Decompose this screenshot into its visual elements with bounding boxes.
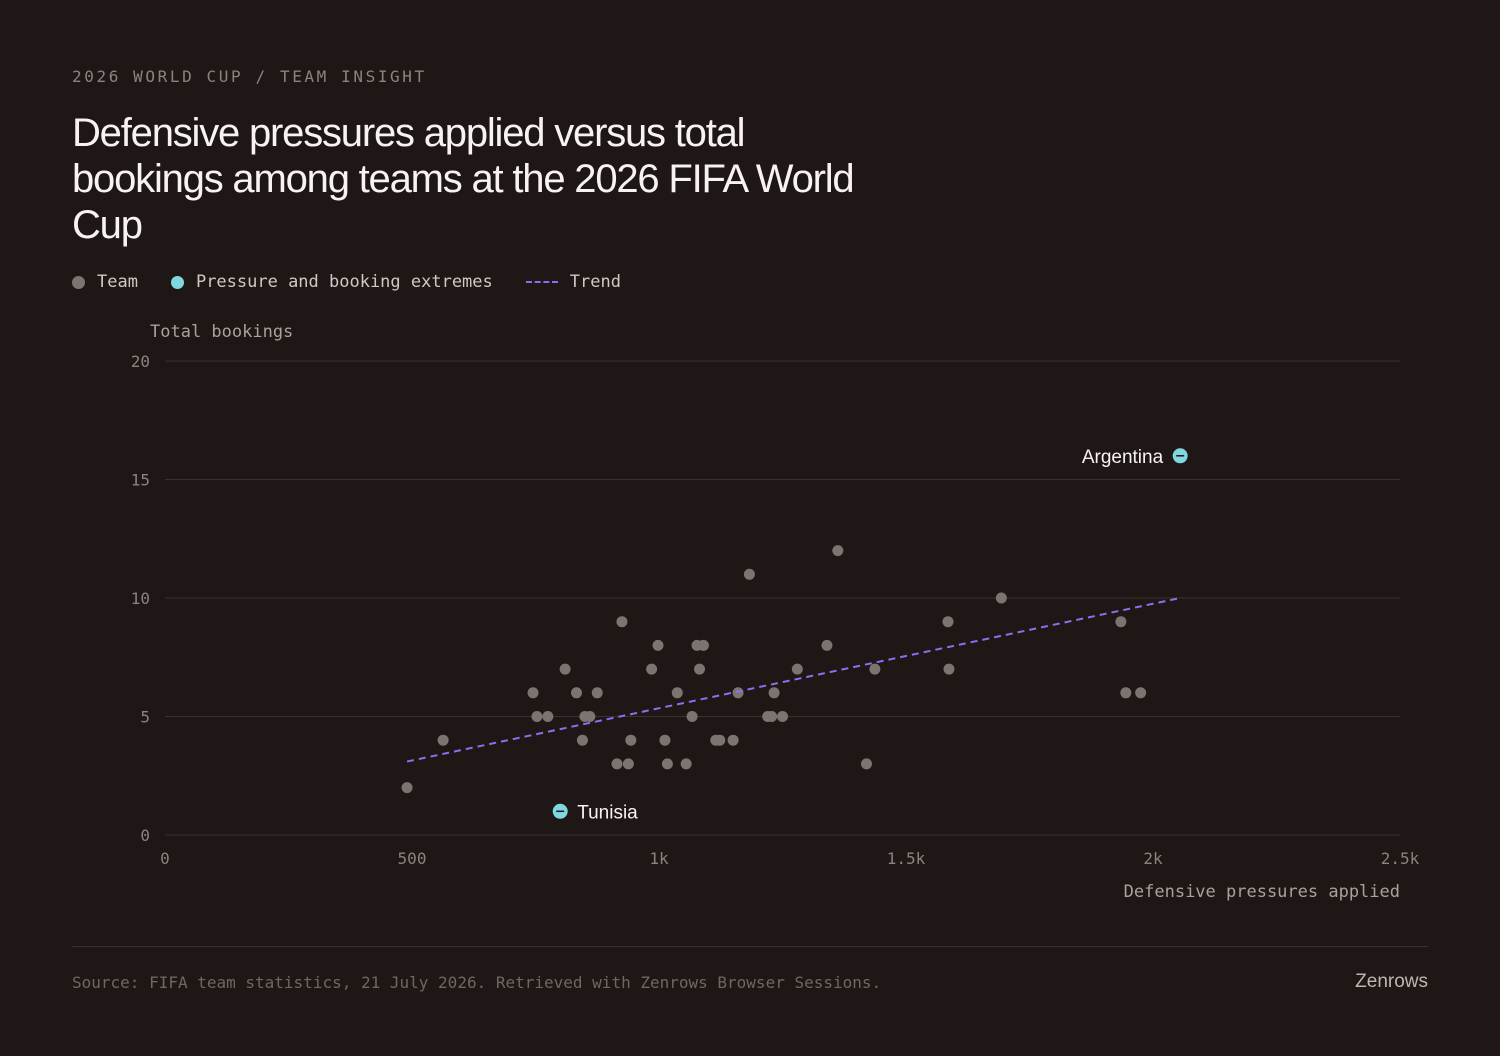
x-tick-label: 500 xyxy=(398,849,427,868)
x-tick-label: 1k xyxy=(649,849,669,868)
kicker: 2026 WORLD CUP / TEAM INSIGHT xyxy=(72,67,427,86)
team-point[interactable] xyxy=(646,663,658,675)
team-point[interactable] xyxy=(697,639,709,651)
team-point[interactable] xyxy=(860,758,872,770)
team-point[interactable] xyxy=(777,711,788,722)
team-point[interactable] xyxy=(680,758,692,770)
team-point[interactable] xyxy=(611,758,623,770)
legend-label-trend: Trend xyxy=(569,272,621,292)
team-point[interactable] xyxy=(791,663,803,675)
team-point[interactable] xyxy=(401,782,413,794)
team-point[interactable] xyxy=(1115,616,1127,628)
team-point[interactable] xyxy=(622,758,634,770)
source-note: Source: FIFA team statistics, 21 July 20… xyxy=(72,973,882,992)
team-point[interactable] xyxy=(768,687,780,699)
team-swatch-icon xyxy=(72,275,85,289)
legend-label-team: Team xyxy=(97,272,138,292)
team-point[interactable] xyxy=(766,711,778,722)
team-point[interactable] xyxy=(542,711,554,722)
y-tick-label: 20 xyxy=(131,352,150,371)
legend-item-extremes[interactable]: Pressure and booking extremes xyxy=(170,272,493,292)
team-point[interactable] xyxy=(1120,687,1132,699)
team-point[interactable] xyxy=(942,616,954,628)
team-point[interactable] xyxy=(694,663,706,675)
y-tick-label: 5 xyxy=(140,708,150,727)
y-axis-title: Total bookings xyxy=(150,322,294,342)
team-point[interactable] xyxy=(714,734,726,746)
x-tick-label: 0 xyxy=(160,849,170,868)
team-point[interactable] xyxy=(995,592,1007,604)
team-point[interactable] xyxy=(943,663,955,675)
team-point[interactable] xyxy=(531,711,543,722)
team-point[interactable] xyxy=(743,568,755,580)
team-point[interactable] xyxy=(869,663,881,675)
trend-line xyxy=(406,597,1181,763)
x-axis-title: Defensive pressures applied xyxy=(1123,882,1400,902)
team-point[interactable] xyxy=(727,734,739,746)
team-point[interactable] xyxy=(686,711,698,722)
team-point[interactable] xyxy=(527,687,539,699)
team-point[interactable] xyxy=(1135,687,1147,699)
x-tick-label: 2k xyxy=(1143,849,1163,868)
y-tick-label: 0 xyxy=(140,826,150,845)
team-point[interactable] xyxy=(671,687,683,699)
team-point[interactable] xyxy=(571,687,583,699)
legend-label-extremes: Pressure and booking extremes xyxy=(195,272,493,292)
extremes-swatch-icon xyxy=(170,275,184,289)
extreme-label-tunisia: Tunisia xyxy=(577,802,638,823)
team-point[interactable] xyxy=(661,758,673,770)
team-point[interactable] xyxy=(616,616,628,628)
team-point[interactable] xyxy=(732,687,744,699)
y-tick-label: 15 xyxy=(131,471,150,490)
x-tick-label: 2.5k xyxy=(1381,849,1420,868)
legend-item-trend[interactable]: Trend xyxy=(525,272,621,292)
team-point[interactable] xyxy=(652,639,664,651)
legend: Team Pressure and booking extremes Trend xyxy=(72,271,654,293)
legend-item-team[interactable]: Team xyxy=(72,272,138,292)
team-point[interactable] xyxy=(625,734,637,746)
footer-divider xyxy=(72,946,1428,947)
team-point[interactable] xyxy=(832,545,844,557)
team-point[interactable] xyxy=(559,663,571,675)
team-point[interactable] xyxy=(591,687,603,699)
team-point[interactable] xyxy=(576,734,588,746)
team-point[interactable] xyxy=(821,639,833,651)
x-tick-label: 1.5k xyxy=(887,849,926,868)
extreme-label-argentina: Argentina xyxy=(1082,447,1164,468)
team-point[interactable] xyxy=(659,734,671,746)
brand-logo[interactable]: Zenrows xyxy=(1355,971,1428,992)
trend-swatch-icon xyxy=(525,281,558,283)
y-tick-label: 10 xyxy=(131,589,150,608)
chart-title: Defensive pressures applied versus total… xyxy=(72,111,855,247)
team-point[interactable] xyxy=(437,734,449,746)
team-point[interactable] xyxy=(584,711,596,722)
